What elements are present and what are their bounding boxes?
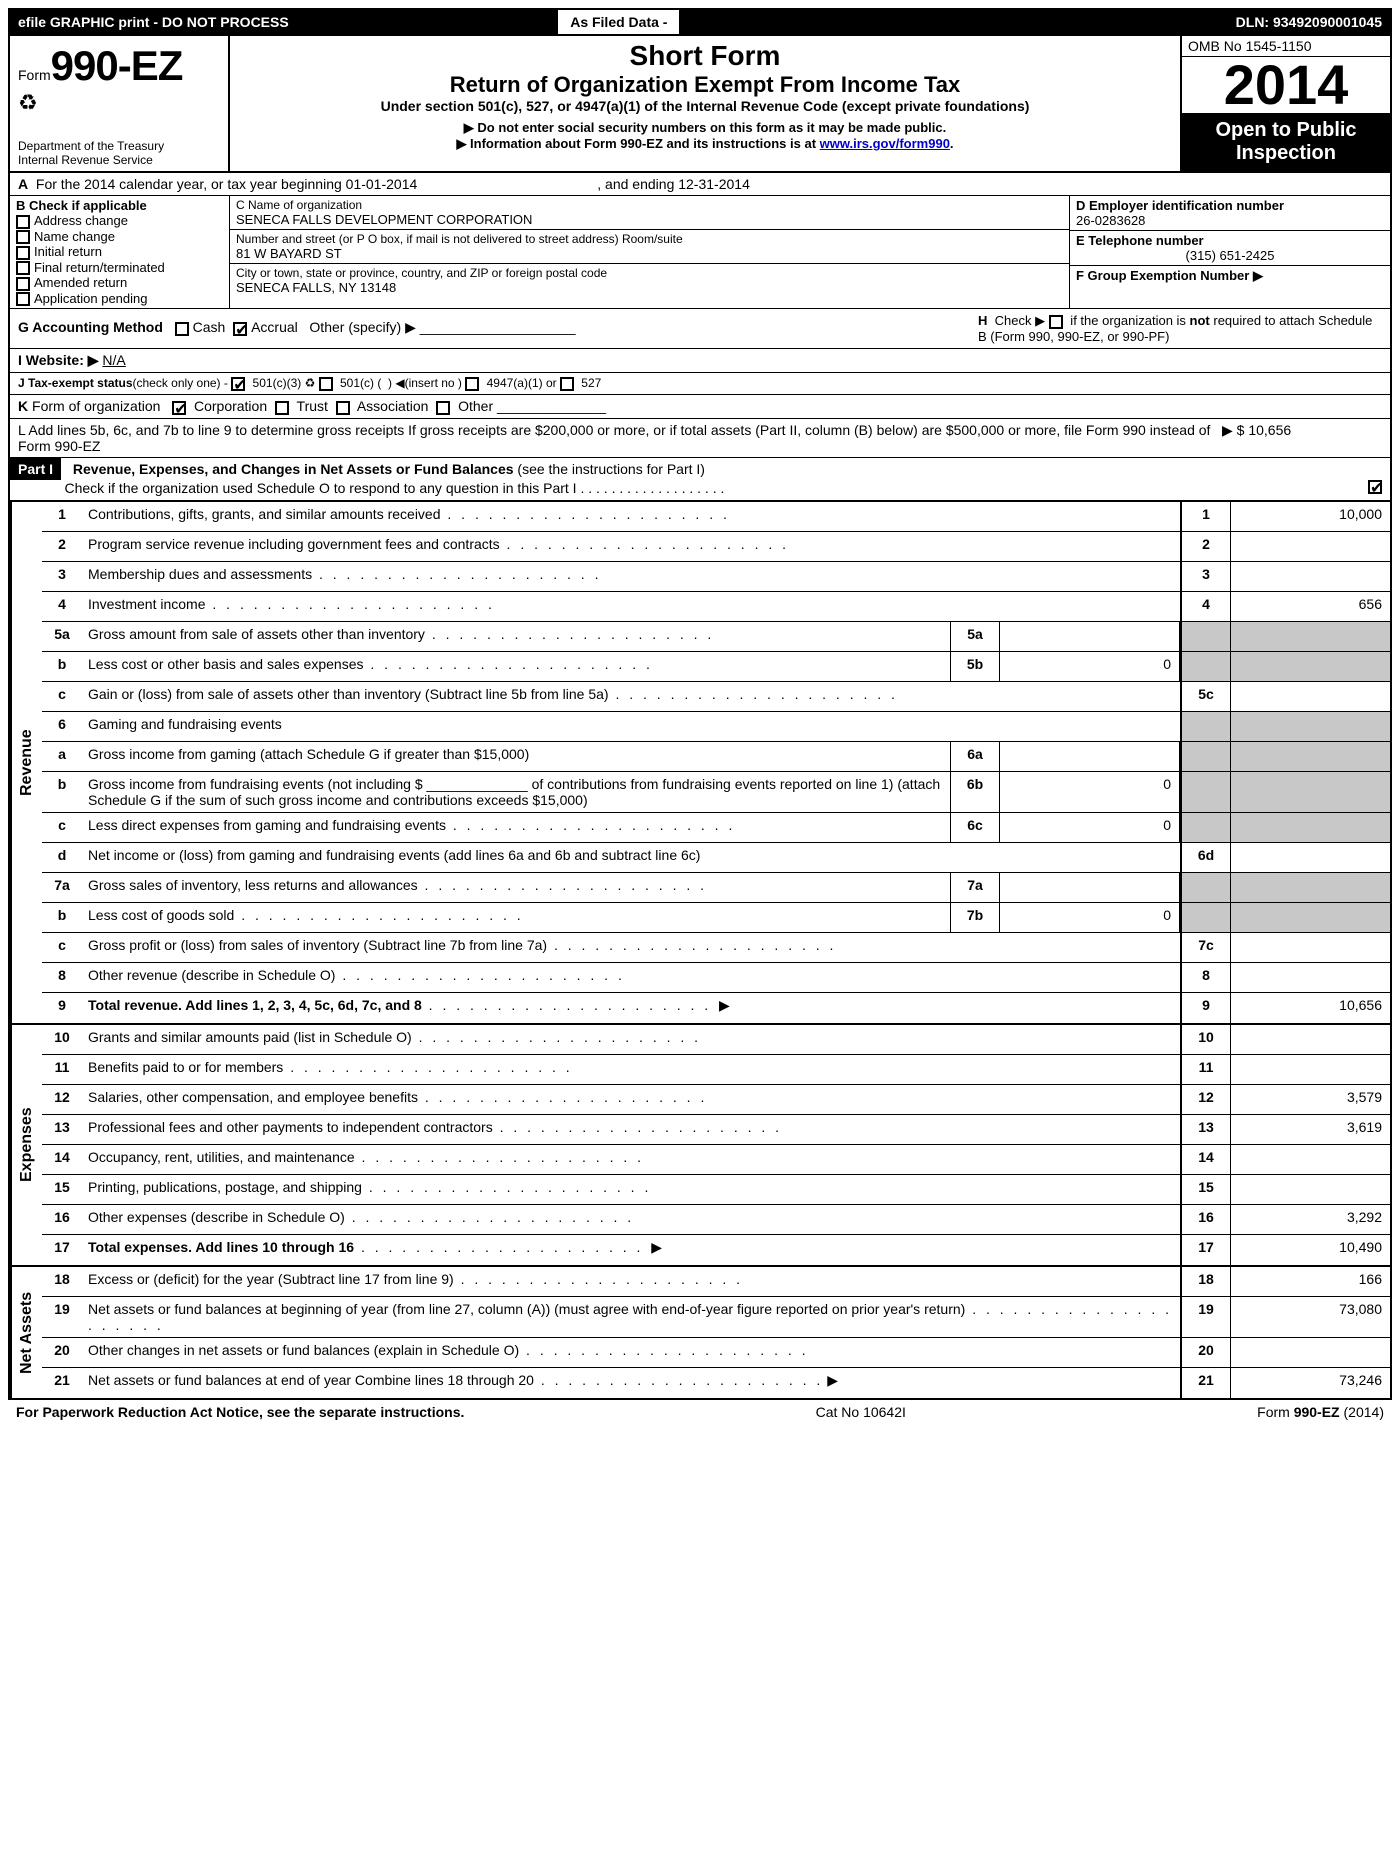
footer: For Paperwork Reduction Act Notice, see … xyxy=(8,1400,1392,1424)
footer-cat: Cat No 10642I xyxy=(816,1404,906,1420)
val-8 xyxy=(1230,963,1390,992)
val-1: 10,000 xyxy=(1230,502,1390,531)
topbar-mid: As Filed Data - xyxy=(556,10,681,34)
header-row: Form990-EZ ♻ Department of the Treasury … xyxy=(10,36,1390,173)
val-16: 3,292 xyxy=(1230,1205,1390,1234)
group-exemption: F Group Exemption Number ▶ xyxy=(1076,268,1384,284)
val-2 xyxy=(1230,532,1390,561)
cb-accrual[interactable] xyxy=(233,322,247,336)
part-1-header: Part I Revenue, Expenses, and Changes in… xyxy=(10,458,1390,502)
line-l: L Add lines 5b, 6c, and 7b to line 9 to … xyxy=(10,419,1390,458)
year-box: OMB No 1545-1150 2014 Open to Public Ins… xyxy=(1180,36,1390,171)
title-main: Return of Organization Exempt From Incom… xyxy=(238,72,1172,98)
title-short-form: Short Form xyxy=(238,40,1172,72)
ein: 26-0283628 xyxy=(1076,213,1384,228)
val-7c xyxy=(1230,933,1390,962)
cb-trust[interactable] xyxy=(275,401,289,415)
line-g: G Accounting Method Cash Accrual Other (… xyxy=(10,309,970,348)
col-d: D Employer identification number 26-0283… xyxy=(1070,196,1390,308)
val-6b: 0 xyxy=(1000,772,1180,812)
dept-2: Internal Revenue Service xyxy=(18,153,220,167)
footer-left: For Paperwork Reduction Act Notice, see … xyxy=(16,1404,464,1420)
val-12: 3,579 xyxy=(1230,1085,1390,1114)
val-15 xyxy=(1230,1175,1390,1204)
title-under: Under section 501(c), 527, or 4947(a)(1)… xyxy=(238,98,1172,114)
line-j: J Tax-exempt status(check only one) - 50… xyxy=(10,373,1390,395)
title-box: Short Form Return of Organization Exempt… xyxy=(230,36,1180,171)
form-number: 990-EZ xyxy=(51,42,183,89)
form-box: Form990-EZ ♻ Department of the Treasury … xyxy=(10,36,230,171)
val-14 xyxy=(1230,1145,1390,1174)
cb-other[interactable] xyxy=(436,401,450,415)
val-6d xyxy=(1230,843,1390,872)
val-3 xyxy=(1230,562,1390,591)
cb-cash[interactable] xyxy=(175,322,189,336)
cb-address[interactable]: Address change xyxy=(16,213,223,229)
val-11 xyxy=(1230,1055,1390,1084)
cb-initial[interactable]: Initial return xyxy=(16,244,223,260)
line-h: H Check ▶ if the organization is not req… xyxy=(970,309,1390,348)
val-4: 656 xyxy=(1230,592,1390,621)
dept-1: Department of the Treasury xyxy=(18,139,220,153)
cb-501c3[interactable] xyxy=(231,377,245,391)
cb-pending[interactable]: Application pending xyxy=(16,291,223,307)
vlabel-revenue: Revenue xyxy=(10,502,42,1023)
val-13: 3,619 xyxy=(1230,1115,1390,1144)
val-17: 10,490 xyxy=(1230,1235,1390,1265)
col-b: B Check if applicable Address change Nam… xyxy=(10,196,230,308)
topbar-left: efile GRAPHIC print - DO NOT PROCESS xyxy=(10,10,556,34)
val-20 xyxy=(1230,1338,1390,1367)
cb-h[interactable] xyxy=(1049,315,1063,329)
line-k: K Form of organization Corporation Trust… xyxy=(10,395,1390,418)
recycle-icon: ♻ xyxy=(18,90,220,116)
footer-right: Form 990-EZ (2014) xyxy=(1257,1404,1384,1420)
cb-final[interactable]: Final return/terminated xyxy=(16,260,223,276)
vlabel-netassets: Net Assets xyxy=(10,1267,42,1398)
val-5b: 0 xyxy=(1000,652,1180,681)
cb-amended[interactable]: Amended return xyxy=(16,275,223,291)
form-prefix: Form xyxy=(18,67,51,83)
tax-year: 2014 xyxy=(1182,57,1390,113)
website-val: N/A xyxy=(102,352,125,368)
val-6c: 0 xyxy=(1000,813,1180,842)
cb-sched-o[interactable] xyxy=(1368,480,1382,494)
topbar-dln: DLN: 93492090001045 xyxy=(1228,10,1390,34)
org-name: SENECA FALLS DEVELOPMENT CORPORATION xyxy=(236,212,1063,227)
section-bcd: B Check if applicable Address change Nam… xyxy=(10,196,1390,309)
open-public: Open to Public Inspection xyxy=(1182,113,1390,171)
title-info: ▶ Information about Form 990-EZ and its … xyxy=(238,136,1172,152)
line-i: I Website: ▶ N/A xyxy=(10,349,1390,373)
revenue-section: Revenue 1Contributions, gifts, grants, a… xyxy=(10,502,1390,1025)
row-a: A For the 2014 calendar year, or tax yea… xyxy=(10,173,1390,196)
val-18: 166 xyxy=(1230,1267,1390,1296)
irs-link[interactable]: www.irs.gov/form990 xyxy=(820,136,950,151)
col-c: C Name of organization SENECA FALLS DEVE… xyxy=(230,196,1070,308)
cb-corp[interactable] xyxy=(172,401,186,415)
netassets-section: Net Assets 18Excess or (deficit) for the… xyxy=(10,1267,1390,1398)
val-10 xyxy=(1230,1025,1390,1054)
line-l-val: ▶ $ 10,656 xyxy=(1222,422,1382,454)
phone: (315) 651-2425 xyxy=(1076,248,1384,263)
expenses-section: Expenses 10Grants and similar amounts pa… xyxy=(10,1025,1390,1267)
val-9: 10,656 xyxy=(1230,993,1390,1023)
vlabel-expenses: Expenses xyxy=(10,1025,42,1265)
org-street: 81 W BAYARD ST xyxy=(236,246,1063,261)
org-city: SENECA FALLS, NY 13148 xyxy=(236,280,1063,295)
cb-assoc[interactable] xyxy=(336,401,350,415)
form-outer: Form990-EZ ♻ Department of the Treasury … xyxy=(8,36,1392,1400)
cb-name[interactable]: Name change xyxy=(16,229,223,245)
val-21: 73,246 xyxy=(1230,1368,1390,1398)
val-5c xyxy=(1230,682,1390,711)
top-bar: efile GRAPHIC print - DO NOT PROCESS As … xyxy=(8,8,1392,36)
val-7b: 0 xyxy=(1000,903,1180,932)
val-19: 73,080 xyxy=(1230,1297,1390,1337)
title-ssn: ▶ Do not enter social security numbers o… xyxy=(238,120,1172,136)
